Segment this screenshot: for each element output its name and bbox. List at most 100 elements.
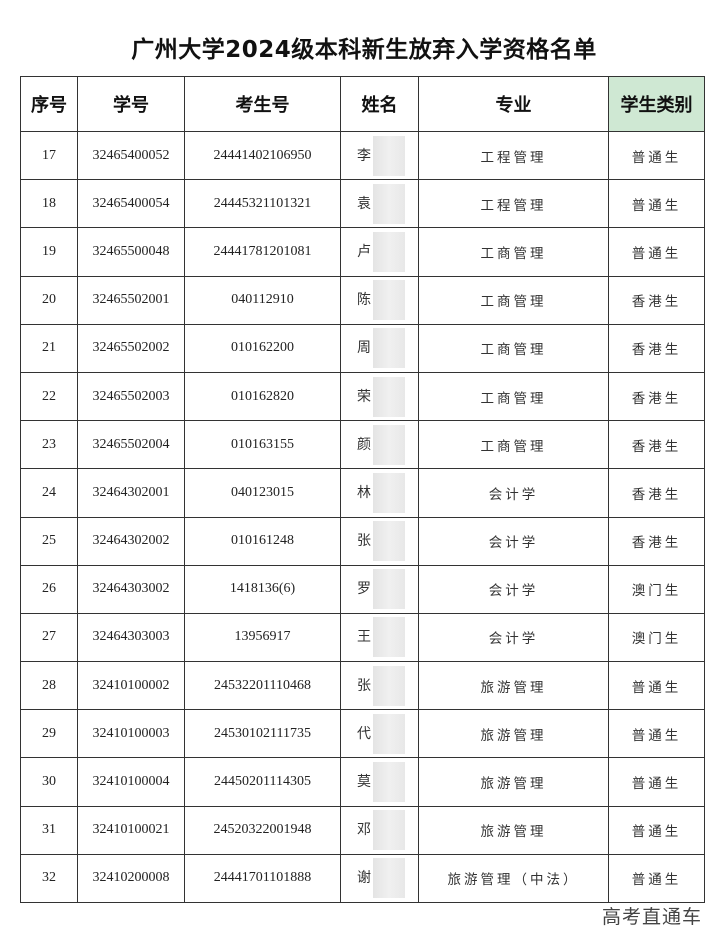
table-row: 18 32465400054 24445321101321 袁 工程管理 普通生 <box>20 179 705 229</box>
table-header-row: 序号 学号 考生号 姓名 专业 学生类别 <box>20 76 705 132</box>
major: 工商管理 <box>418 323 609 373</box>
student-id-text: 32465500048 <box>92 243 170 259</box>
table-row: 24 32464302001 040123015 林 会计学 香港生 <box>20 468 705 518</box>
major-text: 旅游管理 <box>480 679 547 696</box>
name-redaction-blur <box>373 183 405 224</box>
table-row: 29 32410100003 24530102111735 代 旅游管理 普通生 <box>20 709 705 759</box>
student-type: 普通生 <box>608 661 705 711</box>
row-no: 17 <box>20 130 78 181</box>
table-row: 23 32465502004 010163155 颜 工商管理 香港生 <box>20 420 705 470</box>
student-type-text: 香港生 <box>631 390 682 407</box>
page-title: 广州大学2024级本科新生放弃入学资格名单 <box>131 37 597 63</box>
student-type-text: 普通生 <box>631 824 682 841</box>
major-text: 工商管理 <box>480 342 547 359</box>
student-id-text: 32410100004 <box>92 774 170 790</box>
student-name-text: 颜 <box>357 436 371 453</box>
student-type: 普通生 <box>608 805 705 855</box>
student-type: 澳门生 <box>608 564 705 614</box>
row-no: 29 <box>20 709 78 759</box>
student-name-text: 李 <box>357 147 371 164</box>
student-name-text: 张 <box>357 677 371 694</box>
exam-id: 24520322001948 <box>184 805 341 855</box>
exam-id: 24530102111735 <box>184 709 341 759</box>
row-no-text: 22 <box>42 388 56 404</box>
name-redaction-blur <box>373 569 405 610</box>
student-id-text: 32465502002 <box>92 340 170 356</box>
major-text: 会计学 <box>488 631 539 648</box>
student-type-text: 普通生 <box>631 727 682 744</box>
row-no: 28 <box>20 661 78 711</box>
student-type-text: 普通生 <box>631 197 682 214</box>
exam-id: 010161248 <box>184 516 341 566</box>
major-text: 工程管理 <box>480 149 547 166</box>
student-id: 32465502002 <box>77 323 185 373</box>
watermark: 高考直通车 <box>601 906 702 928</box>
major-text: 旅游管理 <box>480 776 547 793</box>
row-no-text: 18 <box>42 195 56 211</box>
name-redaction-blur <box>373 810 405 851</box>
major-text: 会计学 <box>488 486 539 503</box>
row-no-text: 31 <box>42 822 56 838</box>
header-student-type: 学生类别 <box>608 76 705 132</box>
major: 工程管理 <box>418 130 609 181</box>
student-type-text: 香港生 <box>631 486 682 503</box>
student-id: 32464302002 <box>77 516 185 566</box>
student-type-text: 香港生 <box>631 294 682 311</box>
major: 工商管理 <box>418 227 609 277</box>
exam-id: 24450201114305 <box>184 757 341 807</box>
student-type: 澳门生 <box>608 612 705 663</box>
name-redaction-blur <box>373 762 405 803</box>
student-type: 香港生 <box>608 468 705 518</box>
row-no: 27 <box>20 612 78 663</box>
exam-id-text: 1418136(6) <box>229 581 296 597</box>
student-table: 序号 学号 考生号 姓名 专业 学生类别 17 32465400052 244414… <box>20 76 705 904</box>
major-text: 旅游管理（中法） <box>447 872 580 889</box>
major-text: 旅游管理 <box>480 727 547 744</box>
exam-id: 010162200 <box>184 323 341 373</box>
major-text: 工商管理 <box>480 390 547 407</box>
student-name: 王 <box>340 612 419 663</box>
student-id: 32465400052 <box>77 130 185 181</box>
student-id-text: 32410100003 <box>92 725 170 741</box>
major: 工商管理 <box>418 275 609 325</box>
table-row: 17 32465400052 24441402106950 李 工程管理 普通生 <box>20 130 705 181</box>
row-no-text: 26 <box>42 581 56 597</box>
name-redaction-blur <box>373 280 405 321</box>
student-type: 香港生 <box>608 323 705 373</box>
table-row: 22 32465502003 010162820 荣 工商管理 香港生 <box>20 371 705 422</box>
row-no: 31 <box>20 805 78 855</box>
student-name: 邓 <box>340 805 419 855</box>
name-redaction-blur <box>373 713 405 754</box>
name-redaction-blur <box>373 376 405 417</box>
student-name: 代 <box>340 709 419 759</box>
student-name-text: 荣 <box>357 388 371 405</box>
row-no-text: 24 <box>42 484 56 500</box>
row-no: 24 <box>20 468 78 518</box>
student-name-text: 王 <box>357 629 371 646</box>
student-type-text: 普通生 <box>631 245 682 262</box>
student-id: 32465400054 <box>77 179 185 229</box>
major-text: 工商管理 <box>480 294 547 311</box>
student-type: 普通生 <box>608 709 705 759</box>
major: 旅游管理 <box>418 709 609 759</box>
student-name-text: 卢 <box>357 243 371 260</box>
header-name: 姓名 <box>340 76 419 132</box>
student-id: 32410100002 <box>77 661 185 711</box>
student-id-text: 32465502003 <box>92 388 170 404</box>
student-type-text: 香港生 <box>631 438 682 455</box>
exam-id: 24532201110468 <box>184 661 341 711</box>
table-row: 19 32465500048 24441781201081 卢 工商管理 普通生 <box>20 227 705 277</box>
student-name: 周 <box>340 323 419 373</box>
student-id-text: 32464302001 <box>92 484 170 500</box>
exam-id-text: 24532201110468 <box>214 677 311 693</box>
exam-id-text: 24441402106950 <box>213 147 312 163</box>
student-type: 香港生 <box>608 516 705 566</box>
row-no-text: 28 <box>42 677 56 693</box>
student-type-text: 普通生 <box>631 149 682 166</box>
student-id-text: 32465400054 <box>92 195 170 211</box>
student-name: 颜 <box>340 420 419 470</box>
student-type-text: 普通生 <box>631 679 682 696</box>
student-type-text: 香港生 <box>631 535 682 552</box>
student-id-text: 32465400052 <box>92 147 170 163</box>
major: 旅游管理 <box>418 661 609 711</box>
